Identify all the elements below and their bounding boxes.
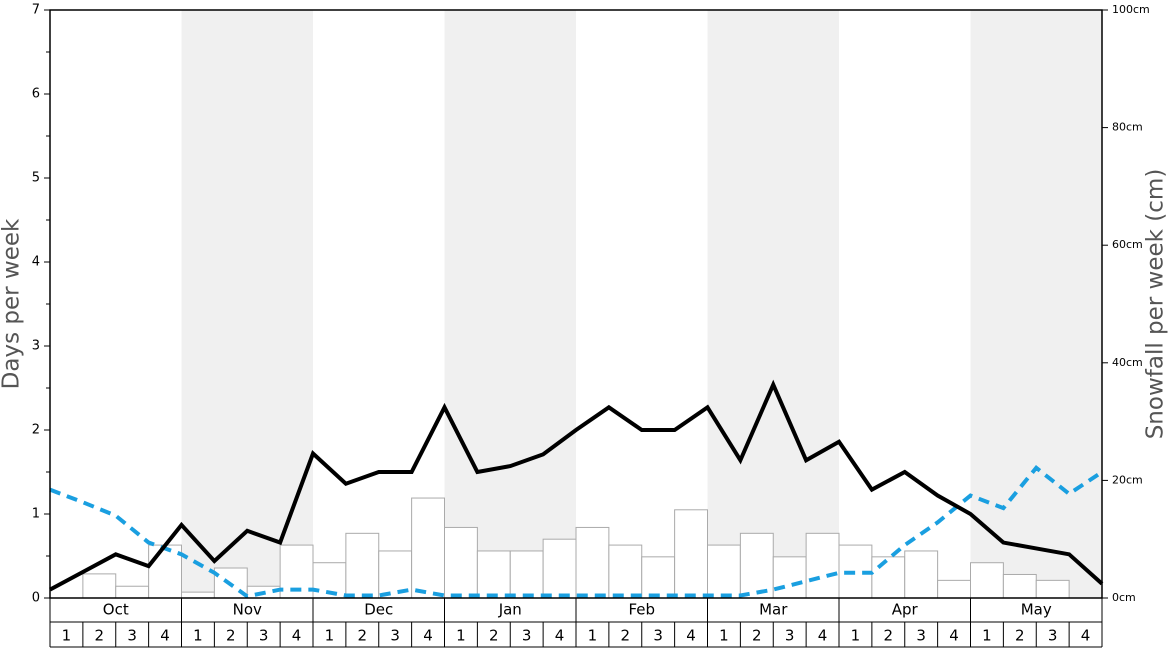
bar xyxy=(148,544,182,599)
week-label: 4 xyxy=(292,627,302,645)
month-label: Dec xyxy=(364,601,393,619)
y2-tick-label: 0cm xyxy=(1112,591,1136,604)
week-label: 1 xyxy=(588,627,598,645)
y-tick-label: 4 xyxy=(32,255,40,270)
y2-tick-label: 20cm xyxy=(1112,473,1143,486)
y2-tick-label: 100cm xyxy=(1112,3,1150,16)
bar xyxy=(871,556,906,599)
week-label: 3 xyxy=(1048,627,1058,645)
y-tick-label: 0 xyxy=(32,591,40,606)
month-label: Mar xyxy=(759,601,788,619)
bar xyxy=(411,497,445,599)
week-label: 3 xyxy=(390,627,400,645)
week-label: 1 xyxy=(193,627,203,645)
week-label: 3 xyxy=(785,627,795,645)
bar xyxy=(476,550,511,599)
bar xyxy=(608,544,643,599)
week-label: 2 xyxy=(1015,627,1025,645)
y2-tick-label: 80cm xyxy=(1112,121,1143,134)
month-shade xyxy=(181,10,313,598)
week-label: 4 xyxy=(555,627,565,645)
week-label: 3 xyxy=(916,627,926,645)
week-label: 4 xyxy=(1081,627,1091,645)
week-label: 2 xyxy=(489,627,499,645)
bar xyxy=(739,532,774,599)
bar xyxy=(1035,579,1070,599)
bar xyxy=(115,585,150,599)
bar xyxy=(970,562,1004,599)
bar xyxy=(444,526,478,599)
y-tick-label: 6 xyxy=(32,87,40,102)
month-label: Apr xyxy=(892,601,919,619)
bar xyxy=(345,532,380,599)
y-tick-label: 5 xyxy=(32,171,40,186)
month-label: Jan xyxy=(498,601,522,619)
bar xyxy=(904,550,939,599)
week-label: 2 xyxy=(752,627,762,645)
week-label: 2 xyxy=(226,627,236,645)
y2-tick-label: 60cm xyxy=(1112,238,1143,251)
week-label: 3 xyxy=(522,627,532,645)
bar xyxy=(509,550,544,599)
week-label: 3 xyxy=(127,627,137,645)
bar xyxy=(1002,573,1037,599)
y2-tick-label: 40cm xyxy=(1112,356,1143,369)
week-label: 4 xyxy=(160,627,170,645)
month-label: Nov xyxy=(233,601,262,619)
week-label: 2 xyxy=(95,627,105,645)
line xyxy=(49,465,1104,599)
bar xyxy=(575,526,610,599)
week-label: 1 xyxy=(982,627,992,645)
week-label: 3 xyxy=(653,627,663,645)
week-label: 4 xyxy=(818,627,828,645)
y-tick-label: 1 xyxy=(32,507,40,522)
week-label: 1 xyxy=(456,627,466,645)
bar xyxy=(805,532,840,599)
week-label: 4 xyxy=(949,627,959,645)
y-tick-label: 3 xyxy=(32,339,40,354)
bar xyxy=(674,509,708,599)
week-label: 1 xyxy=(851,627,861,645)
week-label: 1 xyxy=(325,627,335,645)
y2-axis-label: Snowfall per week (cm) xyxy=(1143,169,1168,440)
month-shade xyxy=(444,10,576,598)
y-tick-label: 2 xyxy=(32,423,40,438)
month-label: Oct xyxy=(103,601,129,619)
week-label: 4 xyxy=(686,627,696,645)
week-label: 1 xyxy=(62,627,72,645)
week-label: 3 xyxy=(259,627,269,645)
week-label: 2 xyxy=(358,627,368,645)
bar xyxy=(82,573,117,599)
bar xyxy=(707,544,741,599)
month-label: Feb xyxy=(628,601,655,619)
bar xyxy=(542,538,577,599)
y-tick-label: 7 xyxy=(32,3,40,18)
month-label: May xyxy=(1021,601,1052,619)
y-axis-label: Days per week xyxy=(0,218,25,389)
line xyxy=(49,379,1104,592)
bar xyxy=(641,556,676,599)
bar xyxy=(181,591,215,599)
bar xyxy=(937,579,971,599)
week-label: 1 xyxy=(719,627,729,645)
week-label: 2 xyxy=(621,627,631,645)
bar xyxy=(772,556,807,599)
month-shade xyxy=(707,10,839,598)
week-label: 2 xyxy=(884,627,894,645)
month-shade xyxy=(970,10,1102,598)
week-label: 4 xyxy=(423,627,433,645)
